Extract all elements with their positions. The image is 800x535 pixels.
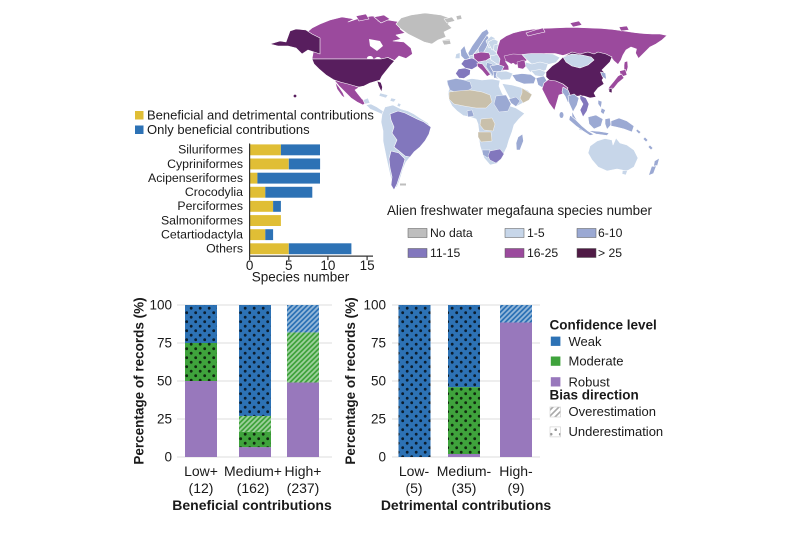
svg-text:Crocodylia: Crocodylia [185,185,243,199]
svg-text:Cypriniformes: Cypriniformes [167,157,243,171]
svg-text:Overestimation: Overestimation [569,404,656,419]
svg-text:Perciformes: Perciformes [177,199,243,213]
svg-text:Low-: Low- [399,463,430,479]
svg-text:(237): (237) [287,480,320,496]
svg-text:Moderate: Moderate [569,354,624,369]
svg-text:Confidence level: Confidence level [550,318,657,333]
svg-text:Beneficial contributions: Beneficial contributions [172,497,332,513]
svg-text:(35): (35) [452,480,477,496]
svg-text:Others: Others [206,242,243,256]
svg-text:Low+: Low+ [184,463,218,479]
svg-text:50: 50 [371,374,386,389]
svg-text:16-25: 16-25 [527,246,558,260]
svg-text:25: 25 [371,412,386,427]
svg-text:Salmoniformes: Salmoniformes [161,213,243,227]
svg-text:Beneficial and detrimental con: Beneficial and detrimental contributions [147,108,374,123]
svg-text:Species number: Species number [252,270,350,285]
svg-text:Medium-: Medium- [437,463,492,479]
svg-text:Siluriformes: Siluriformes [178,143,243,157]
svg-text:25: 25 [157,412,172,427]
svg-text:Detrimental contributions: Detrimental contributions [381,497,552,513]
svg-text:(162): (162) [237,480,270,496]
svg-text:100: 100 [149,298,172,313]
svg-text:5: 5 [285,258,293,273]
svg-text:Alien freshwater megafauna spe: Alien freshwater megafauna species numbe… [387,203,653,218]
svg-text:11-15: 11-15 [430,246,460,260]
svg-text:1-5: 1-5 [527,226,545,240]
svg-text:High-: High- [499,463,533,479]
svg-text:75: 75 [157,336,172,351]
svg-text:(12): (12) [189,480,214,496]
svg-text:(5): (5) [405,480,422,496]
svg-text:10: 10 [320,258,335,273]
svg-text:Bias direction: Bias direction [550,387,639,402]
svg-text:Weak: Weak [569,334,602,349]
svg-text:(9): (9) [507,480,524,496]
svg-text:Robust: Robust [569,374,611,389]
svg-text:0: 0 [246,258,254,273]
svg-text:High+: High+ [285,463,322,479]
svg-text:Underestimation: Underestimation [569,424,664,439]
svg-text:0: 0 [378,450,386,465]
svg-text:15: 15 [360,258,375,273]
svg-text:No data: No data [430,226,473,240]
svg-text:Percentage of records (%): Percentage of records (%) [132,297,147,464]
svg-text:Medium+: Medium+ [224,463,282,479]
svg-text:> 25: > 25 [598,246,622,260]
svg-text:50: 50 [157,374,172,389]
svg-text:Only beneficial contributions: Only beneficial contributions [147,122,310,137]
svg-text:100: 100 [363,298,386,313]
svg-text:Cetartiodactyla: Cetartiodactyla [161,228,243,242]
svg-text:0: 0 [164,450,172,465]
svg-text:75: 75 [371,336,386,351]
svg-text:Percentage of records (%): Percentage of records (%) [343,297,358,464]
svg-text:6-10: 6-10 [598,226,623,240]
svg-text:Acipenseriformes: Acipenseriformes [148,171,243,185]
